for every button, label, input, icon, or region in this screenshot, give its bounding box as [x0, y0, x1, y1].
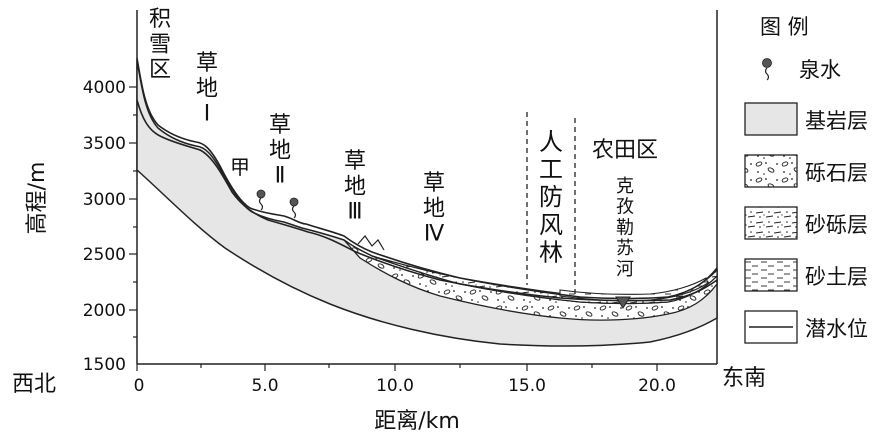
river-marker	[615, 296, 631, 309]
legend-gravel-label: 砾石层	[805, 161, 868, 185]
legend-sandy-soil-label: 砂土层	[805, 265, 868, 289]
legend-spring-symbol	[762, 58, 772, 81]
y-tick-3500: 3500	[83, 134, 126, 154]
y-tick-2000: 2000	[83, 301, 126, 321]
legend-spring-label: 泉水	[799, 58, 841, 82]
y-tick-2500: 2500	[83, 245, 126, 265]
label-grass-2: 草地 Ⅱ	[269, 113, 291, 189]
y-tick-3000: 3000	[83, 190, 126, 210]
x-tick-5: 5.0	[251, 376, 278, 396]
x-tick-15: 15.0	[508, 376, 546, 396]
label-snow-zone: 积雪区	[149, 7, 171, 83]
legend-sandy-soil-swatch	[744, 258, 798, 292]
label-farmland: 农田区	[592, 138, 658, 163]
land-surface	[136, 57, 718, 300]
y-tick-1500: 1500	[83, 355, 126, 375]
label-windbreak: 人工防风林	[539, 128, 563, 266]
spring-icon	[289, 197, 299, 219]
y-ticks	[129, 86, 137, 338]
label-point-jia: 甲	[230, 155, 250, 179]
legend-sandy-gravel-swatch	[744, 206, 798, 240]
direction-southeast: 东南	[722, 366, 766, 391]
legend-water-table-label: 潜水位	[805, 317, 868, 341]
legend-bedrock-swatch	[744, 102, 798, 136]
x-tick-10: 10.0	[376, 376, 414, 396]
legend-sandy-gravel-label: 砂砾层	[805, 213, 868, 237]
x-tick-20: 20.0	[638, 376, 676, 396]
label-grass-1: 草地 Ⅰ	[196, 51, 218, 127]
y-axis-title: 高程/m	[25, 162, 50, 235]
legend-gravel-swatch	[744, 154, 798, 188]
hummock	[357, 235, 385, 251]
label-river: 克孜勒苏河	[616, 176, 634, 280]
spring-icon	[256, 189, 266, 211]
y-tick-4000: 4000	[83, 78, 126, 98]
label-grass-3: 草地 Ⅲ	[344, 149, 366, 225]
water-table-line	[136, 99, 718, 302]
x-tick-0: 0	[134, 376, 145, 396]
legend-title: 图 例	[760, 15, 809, 39]
direction-northwest: 西北	[12, 372, 56, 397]
legend-bedrock-label: 基岩层	[805, 109, 868, 133]
label-grass-4: 草地 Ⅳ	[423, 171, 445, 247]
x-ticks	[136, 364, 658, 371]
x-axis-title: 距离/km	[374, 409, 460, 434]
